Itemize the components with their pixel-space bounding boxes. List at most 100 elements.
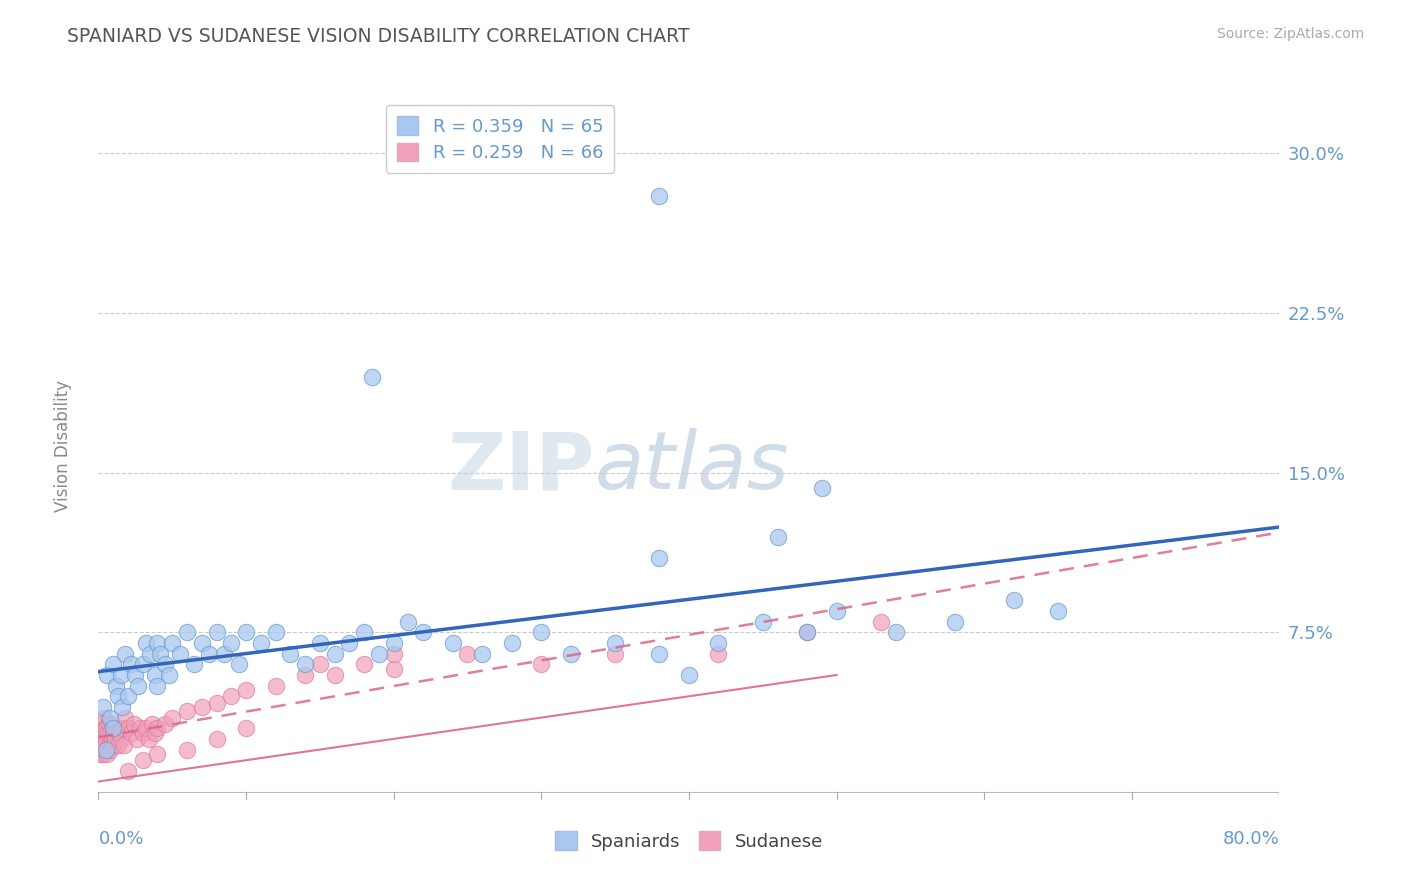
Point: [766, 529, 789, 543]
Point: [250, 636, 273, 650]
Point: [117, 764, 139, 778]
Point: [441, 636, 464, 650]
Point: [162, 710, 183, 724]
Point: [183, 657, 205, 672]
Point: [796, 625, 818, 640]
Point: [114, 710, 136, 724]
Point: [135, 636, 157, 650]
Point: [132, 657, 155, 672]
Point: [228, 657, 250, 672]
Point: [382, 647, 405, 661]
Point: [398, 615, 420, 629]
Point: [100, 731, 122, 746]
Text: 80.0%: 80.0%: [1223, 830, 1279, 848]
Point: [530, 657, 553, 672]
Point: [176, 704, 198, 718]
Point: [169, 647, 191, 661]
Point: [648, 550, 671, 565]
Point: [382, 636, 405, 650]
Point: [96, 747, 118, 761]
Point: [1002, 593, 1025, 607]
Point: [235, 625, 257, 640]
Point: [605, 636, 627, 650]
Point: [103, 721, 125, 735]
Point: [191, 700, 214, 714]
Point: [648, 188, 671, 202]
Point: [360, 369, 382, 384]
Point: [212, 647, 235, 661]
Point: [97, 717, 120, 731]
Point: [122, 717, 145, 731]
Point: [382, 662, 405, 676]
Point: [143, 668, 166, 682]
Point: [825, 604, 848, 618]
Point: [127, 679, 149, 693]
Point: [103, 739, 125, 753]
Point: [339, 636, 361, 650]
Point: [530, 625, 553, 640]
Point: [97, 739, 120, 753]
Point: [146, 679, 169, 693]
Point: [707, 647, 730, 661]
Point: [90, 739, 112, 753]
Point: [89, 717, 111, 731]
Point: [221, 690, 243, 704]
Point: [157, 668, 180, 682]
Point: [501, 636, 523, 650]
Point: [176, 742, 198, 756]
Point: [205, 731, 228, 746]
Point: [105, 679, 128, 693]
Point: [471, 647, 494, 661]
Point: [125, 731, 148, 746]
Point: [796, 625, 818, 640]
Point: [110, 668, 132, 682]
Text: SPANIARD VS SUDANESE VISION DISABILITY CORRELATION CHART: SPANIARD VS SUDANESE VISION DISABILITY C…: [67, 27, 690, 45]
Point: [98, 710, 121, 724]
Point: [94, 721, 117, 735]
Point: [264, 679, 287, 693]
Point: [176, 625, 198, 640]
Point: [103, 725, 125, 739]
Point: [153, 657, 176, 672]
Point: [107, 739, 129, 753]
Point: [280, 647, 302, 661]
Point: [323, 647, 346, 661]
Point: [107, 690, 129, 704]
Point: [89, 747, 111, 761]
Point: [124, 668, 146, 682]
Point: [90, 725, 112, 739]
Point: [810, 481, 832, 495]
Text: 0.0%: 0.0%: [98, 830, 143, 848]
Point: [112, 739, 135, 753]
Point: [94, 742, 117, 756]
Point: [146, 636, 169, 650]
Point: [143, 725, 166, 739]
Point: [309, 657, 332, 672]
Point: [100, 717, 122, 731]
Text: ZIP: ZIP: [447, 428, 595, 507]
Point: [138, 731, 160, 746]
Point: [294, 657, 316, 672]
Point: [146, 747, 169, 761]
Point: [146, 721, 169, 735]
Point: [752, 615, 775, 629]
Point: [103, 657, 125, 672]
Point: [235, 721, 257, 735]
Point: [884, 625, 907, 640]
Point: [128, 721, 150, 735]
Point: [457, 647, 479, 661]
Point: [91, 721, 114, 735]
Point: [605, 647, 627, 661]
Point: [89, 731, 111, 746]
Point: [205, 696, 228, 710]
Point: [221, 636, 243, 650]
Point: [94, 731, 117, 746]
Point: [870, 615, 893, 629]
Legend: Spaniards, Sudanese: Spaniards, Sudanese: [548, 824, 830, 858]
Point: [309, 636, 332, 650]
Point: [120, 657, 142, 672]
Point: [117, 690, 139, 704]
Point: [198, 647, 221, 661]
Point: [149, 647, 172, 661]
Text: Source: ZipAtlas.com: Source: ZipAtlas.com: [1216, 27, 1364, 41]
